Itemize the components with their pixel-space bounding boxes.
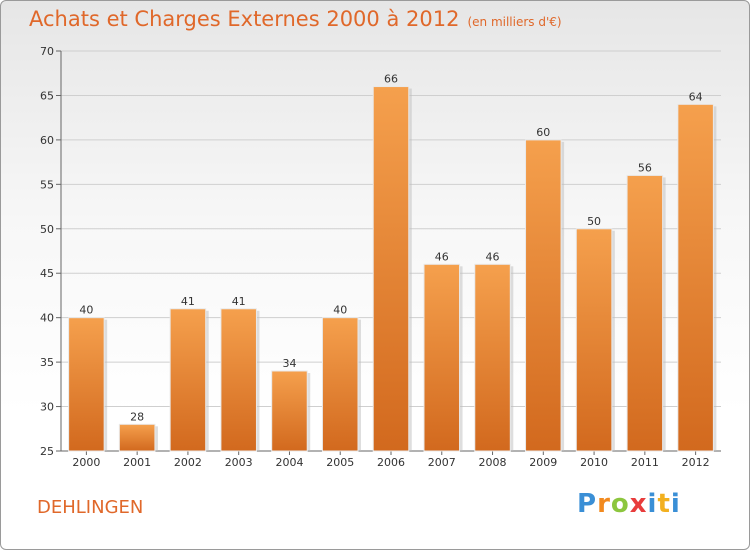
x-tick-label-2007: 2007 xyxy=(428,456,456,469)
x-tick-label-2001: 2001 xyxy=(123,456,151,469)
bar-2010 xyxy=(575,228,613,452)
bars xyxy=(68,86,717,452)
x-tick-label-2008: 2008 xyxy=(479,456,507,469)
proxiti-logo[interactable]: Proxiti xyxy=(577,489,681,519)
data-label-2010: 50 xyxy=(587,215,601,228)
bar-2005 xyxy=(321,317,359,452)
y-tick-label: 60 xyxy=(40,134,54,147)
x-tick-label-2010: 2010 xyxy=(580,456,608,469)
x-tick-label-2003: 2003 xyxy=(225,456,253,469)
labels: 25 30 35 40 45 50 55 60 65 70 40 2000 28 2001 41 2002 41… xyxy=(40,45,710,469)
x-tick-label-2011: 2011 xyxy=(631,456,659,469)
chart-title: Achats et Charges Externes 2000 à 2012 (e… xyxy=(29,7,562,31)
bar-2008 xyxy=(474,263,511,452)
bar-2002 xyxy=(169,308,207,452)
y-tick-label: 35 xyxy=(40,356,54,369)
bar-2001 xyxy=(118,423,156,452)
title-unit: (en milliers d'€) xyxy=(467,15,562,29)
bar-2012 xyxy=(677,103,714,452)
bar-2004 xyxy=(271,370,308,452)
title-text: Achats et Charges Externes 2000 à 2012 xyxy=(29,7,460,31)
data-label-2001: 28 xyxy=(130,410,144,423)
x-tick-label-2004: 2004 xyxy=(275,456,303,469)
y-tick-label: 65 xyxy=(40,89,54,102)
data-label-2002: 41 xyxy=(181,295,195,308)
x-tick-label-2009: 2009 xyxy=(529,456,557,469)
data-label-2009: 60 xyxy=(536,126,550,139)
x-tick-label-2012: 2012 xyxy=(682,456,710,469)
data-label-2012: 64 xyxy=(689,90,703,103)
x-tick-label-2002: 2002 xyxy=(174,456,202,469)
y-tick-label: 70 xyxy=(40,45,54,58)
bar-2011 xyxy=(626,174,664,452)
place-name: DEHLINGEN xyxy=(37,497,144,518)
x-tick-label-2006: 2006 xyxy=(377,456,405,469)
y-tick-label: 30 xyxy=(40,401,54,414)
y-tick-label: 45 xyxy=(40,267,54,280)
data-label-2000: 40 xyxy=(79,304,93,317)
data-label-2006: 66 xyxy=(384,73,398,86)
data-label-2011: 56 xyxy=(638,161,652,174)
bar-2007 xyxy=(423,263,461,452)
bar-2009 xyxy=(525,139,562,452)
bar-2000 xyxy=(68,317,105,452)
data-label-2008: 46 xyxy=(486,250,500,263)
data-label-2005: 40 xyxy=(333,304,347,317)
y-tick-label: 25 xyxy=(40,445,54,458)
y-tick-label: 55 xyxy=(40,178,54,191)
bar-2006 xyxy=(372,86,410,452)
x-tick-label-2000: 2000 xyxy=(72,456,100,469)
data-label-2004: 34 xyxy=(282,357,296,370)
bar-2003 xyxy=(220,308,257,452)
data-label-2003: 41 xyxy=(232,295,246,308)
y-tick-label: 40 xyxy=(40,312,54,325)
y-tick-label: 50 xyxy=(40,223,54,236)
x-tick-label-2005: 2005 xyxy=(326,456,354,469)
data-label-2007: 46 xyxy=(435,250,449,263)
